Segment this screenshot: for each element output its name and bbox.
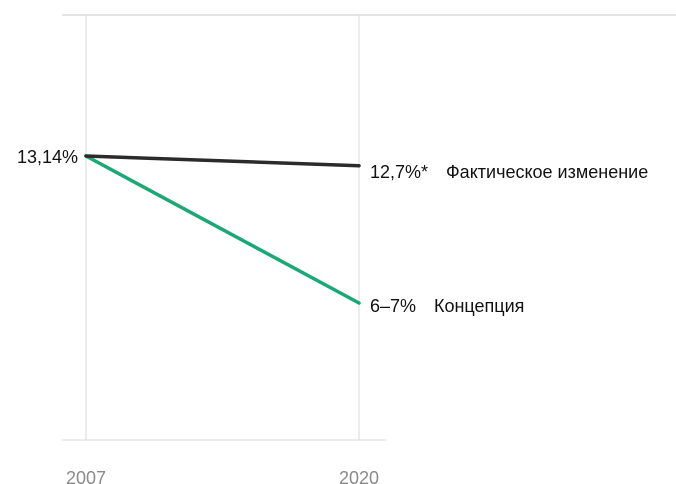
series-line-actual (84, 154, 361, 168)
concept-end-value-label: 6–7% (370, 296, 416, 316)
x-tick-label-2020: 2020 (339, 468, 379, 484)
series-line-concept (84, 154, 361, 305)
concept-series-name-label: Концепция (434, 296, 524, 316)
actual-series-name-label: Фактическое изменение (446, 162, 648, 182)
actual-end-value-label: 12,7%* (370, 162, 428, 182)
start-value-label: 13,14% (17, 147, 78, 167)
series-layer (84, 154, 361, 305)
x-tick-label-2007: 2007 (66, 468, 106, 484)
